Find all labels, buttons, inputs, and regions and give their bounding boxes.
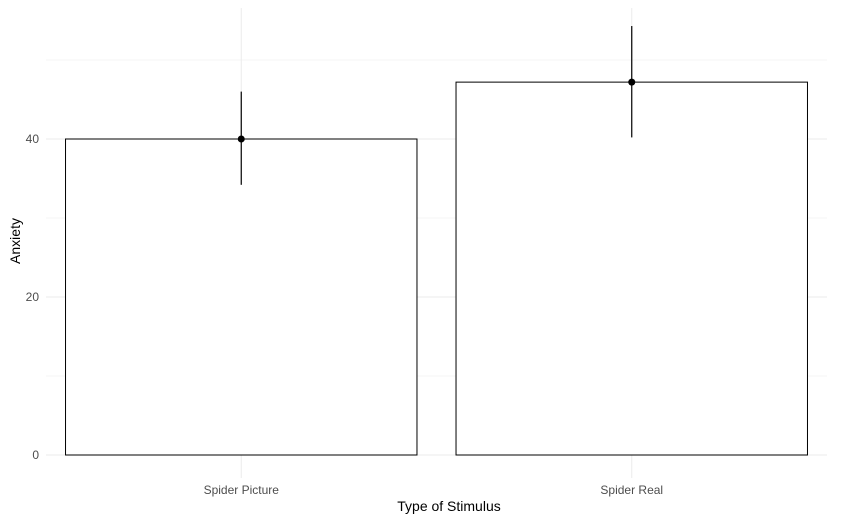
y-axis-ticks: 0 20 40 bbox=[26, 132, 40, 462]
mean-point bbox=[628, 78, 636, 86]
y-tick-label: 0 bbox=[32, 448, 39, 462]
error-bars bbox=[237, 26, 636, 185]
x-tick-label: Spider Real bbox=[600, 483, 663, 497]
y-tick-label: 20 bbox=[26, 290, 40, 304]
x-tick-label: Spider Picture bbox=[204, 483, 280, 497]
y-tick-label: 40 bbox=[26, 132, 40, 146]
bars bbox=[65, 81, 808, 456]
bar bbox=[455, 81, 808, 456]
bar bbox=[65, 138, 418, 456]
y-axis-title: Anxiety bbox=[7, 218, 23, 264]
x-axis-ticks: Spider Picture Spider Real bbox=[204, 483, 664, 497]
x-axis-title: Type of Stimulus bbox=[397, 498, 501, 514]
mean-point bbox=[237, 135, 245, 143]
